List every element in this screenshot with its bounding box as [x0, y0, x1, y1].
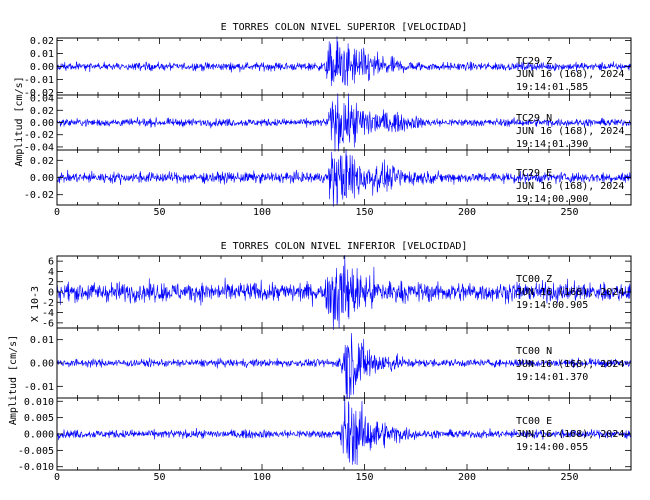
x-tick-label: 250	[560, 207, 578, 218]
x-tick-label: 50	[153, 472, 165, 483]
x-tick-label: 150	[355, 207, 373, 218]
record-date: JUN 16 (168), 2024	[516, 287, 624, 298]
record-date: JUN 16 (168), 2024	[516, 69, 624, 80]
y-tick-label: -0.02	[24, 130, 54, 141]
panel-tc00-n: 0.01 0.00 -0.01 TC00 N JUN 16 (168), 2024 19:…	[24, 327, 632, 400]
panel-tc29-z: 0.02 0.01 0.00 -0.01 -0.02 TC29 Z JUN 16 (168)…	[24, 36, 632, 99]
x-tick-label: 150	[355, 472, 373, 483]
y-tick-label: -0.005	[18, 446, 54, 457]
x-tick-label: 100	[253, 472, 271, 483]
record-time: 19:14:00.900	[516, 194, 588, 205]
y-axis-label: Amplitud [cm/s]	[8, 335, 19, 425]
record-time: 19:14:01.390	[516, 139, 588, 150]
waveform-trace	[57, 36, 631, 87]
record-date: JUN 16 (168), 2024	[516, 429, 624, 440]
y-tick-label: 6	[48, 257, 54, 268]
y-tick-label: 0.02	[30, 36, 54, 47]
y-tick-label: 0.00	[30, 173, 54, 184]
station-label: TC00 Z	[516, 274, 552, 285]
y-axis-label: Amplitud [cm/s]	[14, 76, 25, 166]
station-label: TC29 N	[516, 113, 552, 124]
y-tick-label: -6	[42, 318, 54, 329]
y-tick-label: -0.01	[24, 382, 54, 393]
record-date: JUN 16 (168), 2024	[516, 126, 624, 137]
x-tick-label: 200	[458, 207, 476, 218]
record-time: 19:14:01.370	[516, 372, 588, 383]
x-tick-label: 0	[54, 207, 60, 218]
panel-tc29-n: 0.040.020.00-0.02-0.04 TC29 N JUN 16 (168)…	[24, 93, 632, 153]
y-tick-label: 0.02	[30, 156, 54, 167]
waveform-trace	[57, 395, 631, 466]
lower-level-chart: E TORRES COLON NIVEL INFERIOR [VELOCIDAD…	[8, 241, 632, 483]
y-tick-label: 4	[48, 267, 54, 278]
y-tick-label: -0.010	[18, 462, 54, 473]
station-label: TC00 E	[516, 416, 552, 427]
y-tick-label: 0.04	[30, 94, 54, 105]
y-tick-label: -0.01	[24, 75, 54, 86]
y-tick-label: -2	[42, 298, 54, 309]
y-tick-label: -4	[42, 308, 54, 319]
y-tick-label: -0.02	[24, 190, 54, 201]
waveform-trace	[57, 332, 631, 400]
upper-level-chart: E TORRES COLON NIVEL SUPERIOR [VELOCIDAD…	[14, 22, 632, 218]
record-date: JUN 16 (168), 2024	[516, 359, 624, 370]
y-tick-label: 0.01	[30, 49, 54, 60]
y-tick-label: 0.00	[30, 118, 54, 129]
y-tick-label: -0.02	[24, 88, 54, 99]
y-tick-label: 0.01	[30, 335, 54, 346]
y-tick-label: 0	[48, 288, 54, 299]
record-time: 19:14:01.585	[516, 82, 588, 93]
y-tick-label: 0.02	[30, 106, 54, 117]
waveform-trace	[57, 255, 631, 331]
chart-title: E TORRES COLON NIVEL INFERIOR [VELOCIDAD…	[221, 241, 468, 252]
y-tick-label: 0.00	[30, 359, 54, 370]
y-tick-label: 0.010	[24, 397, 54, 408]
y-tick-label: 0.000	[24, 430, 54, 441]
x-tick-label: 250	[560, 472, 578, 483]
waveform-trace	[57, 93, 631, 152]
y-tick-label: 0.00	[30, 62, 54, 73]
y-tick-label: 0.005	[24, 413, 54, 424]
station-label: TC00 N	[516, 346, 552, 357]
station-label: TC29 E	[516, 168, 552, 179]
x-tick-label: 0	[54, 472, 60, 483]
x-tick-label: 100	[253, 207, 271, 218]
x-tick-label: 50	[153, 207, 165, 218]
waveform-trace	[57, 149, 631, 207]
y-tick-label: -0.04	[24, 142, 54, 153]
station-label: TC29 Z	[516, 56, 552, 67]
scale-label: X 10-3	[30, 286, 41, 322]
panel-tc00-e: 0.010 0.005 0.000 -0.005 -0.010 TC00 E JUN 16 …	[18, 395, 632, 473]
x-tick-label: 200	[458, 472, 476, 483]
record-time: 19:14:00.055	[516, 442, 588, 453]
record-date: JUN 16 (168), 2024	[516, 181, 624, 192]
chart-title: E TORRES COLON NIVEL SUPERIOR [VELOCIDAD…	[221, 22, 468, 33]
record-time: 19:14:00.905	[516, 300, 588, 311]
y-tick-label: 2	[48, 277, 54, 288]
panel-tc29-e: 0.02 0.00 -0.02 TC29 E JUN 16 (168), 2024 19:…	[24, 149, 632, 207]
